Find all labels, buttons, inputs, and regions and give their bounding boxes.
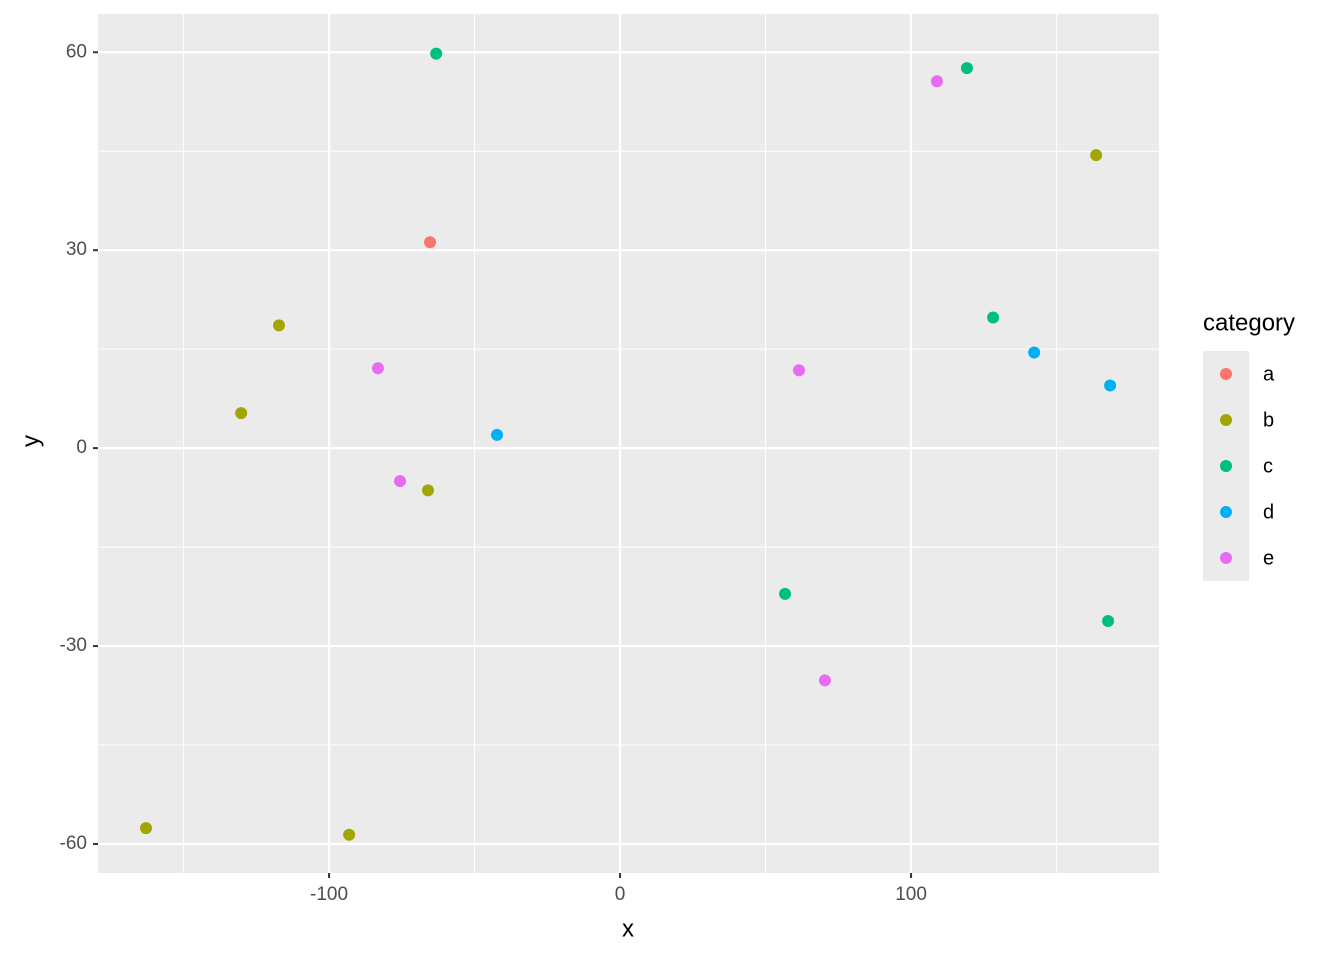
legend-key — [1220, 552, 1232, 564]
point — [1028, 346, 1041, 359]
point — [430, 47, 443, 60]
point — [343, 828, 356, 841]
y-tick-label: 0 — [76, 437, 87, 458]
point — [930, 75, 943, 88]
point — [490, 428, 503, 441]
point — [140, 822, 153, 835]
panel — [98, 14, 1159, 873]
point — [987, 311, 1000, 324]
y-tick-label: -30 — [60, 635, 87, 656]
point — [371, 362, 384, 375]
point — [793, 364, 806, 377]
y-axis-title: y — [17, 435, 44, 447]
x-tick-label: 100 — [895, 884, 927, 905]
point — [1090, 149, 1103, 162]
legend-title: category — [1203, 309, 1295, 336]
x-tick-label: -100 — [310, 884, 348, 905]
legend-label: d — [1263, 501, 1274, 523]
point — [818, 674, 831, 687]
legend-key — [1220, 460, 1232, 472]
legend-label: e — [1263, 547, 1274, 569]
point — [779, 587, 792, 600]
x-axis-title: x — [622, 915, 634, 942]
y-tick-label: -60 — [60, 833, 87, 854]
point — [960, 62, 973, 75]
legend-label: b — [1263, 409, 1274, 431]
x-tick-label: 0 — [615, 884, 626, 905]
legend-key — [1220, 506, 1232, 518]
point — [394, 475, 407, 488]
legend-key — [1220, 414, 1232, 426]
point — [1102, 614, 1115, 627]
point — [235, 407, 248, 420]
point — [421, 484, 434, 497]
y-tick-label: 30 — [66, 239, 87, 260]
point — [273, 319, 286, 332]
legend-label: c — [1263, 455, 1273, 477]
point — [1104, 379, 1117, 392]
y-tick-label: 60 — [66, 41, 87, 62]
legend-label: a — [1263, 363, 1275, 385]
point — [424, 236, 437, 249]
legend-key — [1220, 368, 1232, 380]
